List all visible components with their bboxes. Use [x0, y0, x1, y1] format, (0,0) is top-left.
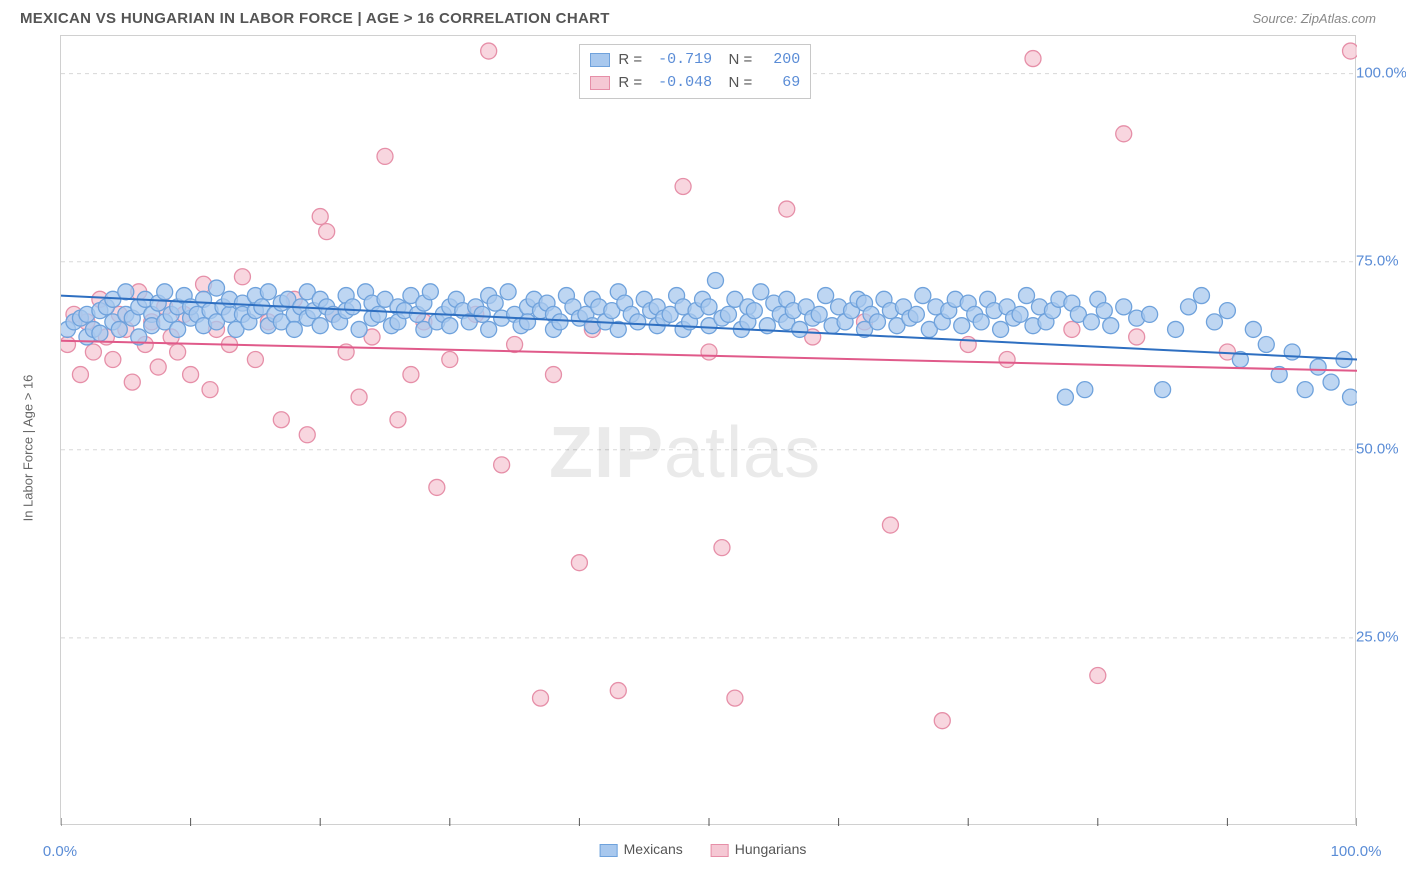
- legend-n-label: N =: [720, 49, 752, 72]
- legend-n-label: N =: [720, 72, 752, 95]
- y-tick-label: 100.0%: [1356, 64, 1406, 81]
- x-tick-label: 100.0%: [1331, 843, 1382, 860]
- chart-container: In Labor Force | Age > 16 ZIPatlas R =-0…: [20, 35, 1386, 861]
- legend-swatch: [711, 844, 729, 857]
- legend-r-value: -0.048: [650, 72, 712, 95]
- chart-title: MEXICAN VS HUNGARIAN IN LABOR FORCE | AG…: [20, 10, 610, 27]
- legend-r-label: R =: [618, 49, 642, 72]
- legend-swatch: [590, 53, 610, 67]
- legend-r-label: R =: [618, 72, 642, 95]
- legend-label: Mexicans: [624, 841, 683, 857]
- legend-row: R = -0.048 N = 69: [590, 72, 800, 95]
- legend-item: Mexicans: [600, 841, 683, 857]
- legend-swatch: [600, 844, 618, 857]
- correlation-legend: R = -0.719 N = 200 R = -0.048 N = 69: [579, 44, 811, 99]
- legend-swatch: [590, 76, 610, 90]
- header-bar: MEXICAN VS HUNGARIAN IN LABOR FORCE | AG…: [0, 0, 1406, 35]
- source-credit: Source: ZipAtlas.com: [1252, 11, 1376, 26]
- legend-row: R = -0.719 N = 200: [590, 49, 800, 72]
- legend-n-value: 200: [760, 49, 800, 72]
- plot-area: ZIPatlas R =-0.719 N =200R =-0.048 N =69: [60, 35, 1356, 825]
- y-tick-label: 75.0%: [1356, 252, 1406, 269]
- y-axis-label: In Labor Force | Age > 16: [21, 375, 36, 522]
- x-tick-label: 0.0%: [43, 843, 77, 860]
- y-tick-label: 50.0%: [1356, 440, 1406, 457]
- y-tick-label: 25.0%: [1356, 628, 1406, 645]
- legend-item: Hungarians: [711, 841, 807, 857]
- chart-svg: [61, 36, 1357, 826]
- legend-label: Hungarians: [735, 841, 807, 857]
- legend-r-value: -0.719: [650, 49, 712, 72]
- legend-n-value: 69: [760, 72, 800, 95]
- series-legend: Mexicans Hungarians: [600, 841, 807, 857]
